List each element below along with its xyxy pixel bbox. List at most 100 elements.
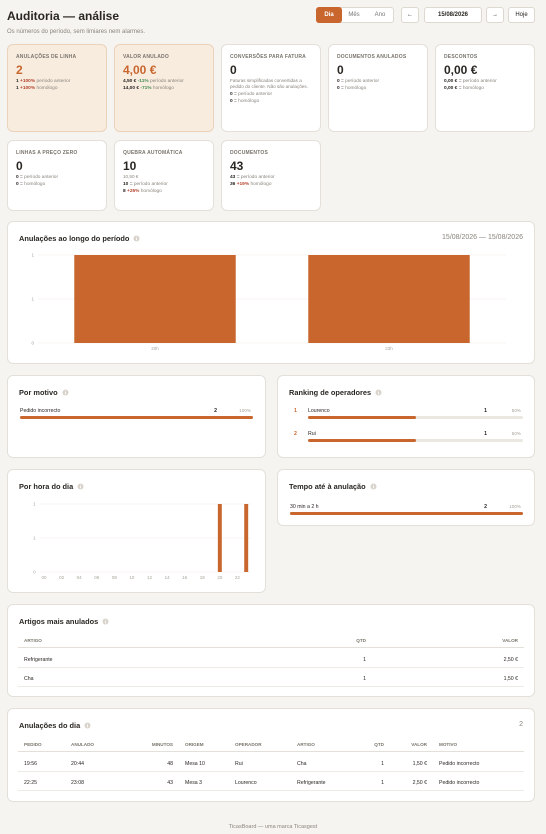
x-tick-label: 20 — [217, 575, 223, 580]
period-button[interactable]: Mês — [348, 12, 360, 18]
item-count: 1 — [484, 408, 487, 414]
comparison-label: homólogo — [36, 86, 58, 91]
column-header: ARTIGO — [297, 742, 315, 747]
section-title-text: Tempo até à anulação — [289, 482, 366, 491]
kpi-comparison: 1 +100% homólogo — [16, 86, 98, 91]
period-button[interactable]: Ano — [374, 12, 386, 18]
item-share: 100% — [239, 408, 251, 413]
table-cell: 1 — [363, 657, 366, 663]
kpi-comparison: 4,50 € -11% período anterior — [123, 79, 205, 84]
kpi-comparison: 0 = período anterior — [337, 79, 419, 84]
x-tick-label: 14 — [165, 575, 171, 580]
footer: TicasBoard — uma marca Ticasgest — [228, 824, 318, 830]
date-field[interactable]: 15/08/2026 — [424, 7, 482, 23]
table-cell: 48 — [167, 761, 173, 767]
table-cell: 1 — [381, 761, 384, 767]
item-label: Lourenco — [308, 408, 330, 414]
column-header: ORIGEM — [185, 742, 204, 747]
x-tick-label: 02 — [59, 575, 65, 580]
x-tick-label: 10 — [129, 575, 135, 580]
void-count: 2 — [519, 721, 523, 728]
kpi-value: 0 — [230, 63, 237, 77]
info-icon[interactable] — [375, 389, 382, 396]
x-tick-label: 23h — [385, 346, 393, 351]
section-title-text: Por hora do dia — [19, 482, 74, 491]
card: Tempo até à anulação 30 min a 2 h 2 100% — [277, 469, 535, 526]
card: Por motivo Pedido incorrecto 2 100% — [7, 375, 266, 458]
y-tick-label: 0 — [33, 570, 36, 575]
section-title: Artigos mais anulados — [19, 617, 109, 626]
item-count: 2 — [214, 408, 217, 414]
item-label: 30 min a 2 h — [290, 504, 319, 510]
bar — [217, 504, 222, 572]
table-cell: Pedido incorrecto — [439, 780, 480, 786]
card: DOCUMENTOS ANULADOS 0 0 = período anterior… — [328, 44, 428, 132]
column-header: VALOR — [411, 742, 427, 747]
kpi-comparison: 0 = homólogo — [16, 182, 98, 187]
next-button[interactable]: → — [486, 7, 504, 23]
prev-button[interactable]: ← — [401, 7, 419, 23]
card: DESCONTOS 0,00 €0,00 € = período anterior… — [435, 44, 535, 132]
comparison-value: 0,00 € — [444, 79, 458, 84]
kpi-label: DOCUMENTOS — [230, 150, 269, 156]
table-cell: 1 — [381, 780, 384, 786]
section-title: Anulações do dia — [19, 721, 91, 730]
table-cell: 1,50 € — [412, 761, 427, 767]
table-cell: 43 — [167, 780, 173, 786]
comparison-label: período anterior — [133, 182, 168, 187]
x-tick-label: 04 — [77, 575, 83, 580]
item-label: Pedido incorrecto — [20, 408, 61, 414]
comparison-delta: = — [129, 182, 133, 187]
x-tick-label: 22 — [235, 575, 241, 580]
item-label: Rui — [308, 431, 316, 437]
comparison-label: homólogo — [152, 86, 174, 91]
row-divider — [18, 790, 524, 791]
page-subtitle: Os números do período, sem limiares nem … — [7, 29, 146, 35]
table-cell: Cha — [24, 676, 34, 682]
table-cell: Refrigerante — [297, 780, 326, 786]
column-header: PEDIDO — [24, 742, 42, 747]
comparison-label: período anterior — [24, 175, 59, 180]
card: Ranking de operadores 1 Lourenco 1 50% 2 Rui 1 5… — [277, 375, 535, 458]
comparison-value: 0 — [16, 182, 19, 187]
info-icon[interactable] — [102, 618, 109, 625]
card: Por hora do dia 0 1 1 00 02 04 06 08 10 12 14 16 18 20… — [7, 469, 266, 593]
comparison-value: 0 — [230, 99, 233, 104]
comparison-label: homólogo — [462, 86, 484, 91]
info-icon[interactable] — [62, 389, 69, 396]
info-icon[interactable] — [77, 483, 84, 490]
kpi-value: 43 — [230, 159, 244, 173]
x-tick-label: 00 — [41, 575, 47, 580]
kpi-value: 0 — [16, 159, 23, 173]
kpi-note: Faturas simplificadas convertidas a pedi… — [230, 78, 308, 89]
table-cell: 19:56 — [24, 761, 37, 767]
info-icon[interactable] — [133, 235, 140, 242]
item-count: 1 — [484, 431, 487, 437]
table-cell: Mesa 3 — [185, 780, 203, 786]
card: DOCUMENTOS 43 43 = período anterior 36 +19%… — [221, 140, 321, 211]
kpi-label: LINHAS A PREÇO ZERO — [16, 150, 78, 156]
section-title: Por hora do dia — [19, 482, 84, 491]
column-header: OPERADOR — [235, 742, 262, 747]
info-icon[interactable] — [84, 722, 91, 729]
x-tick-label: 16 — [182, 575, 188, 580]
kpi-label: VALOR ANULADO — [123, 54, 169, 60]
rank: 2 — [294, 431, 297, 437]
column-header: QTD — [374, 742, 384, 747]
today-button[interactable]: Hoje — [508, 7, 535, 23]
column-header: QTD — [356, 638, 366, 643]
y-tick-label: 1 — [33, 502, 36, 507]
period-button[interactable]: Dia — [316, 7, 342, 23]
comparison-value: 0,00 € — [444, 86, 458, 91]
section-title-text: Artigos mais anulados — [19, 617, 99, 626]
y-tick-label: 0 — [31, 341, 34, 346]
x-tick-label: 18 — [200, 575, 206, 580]
chart: 0 1 1 00 02 04 06 08 10 12 14 16 18 20 22 — [33, 502, 251, 580]
info-icon[interactable] — [370, 483, 377, 490]
kpi-comparison: 0 = período anterior — [16, 175, 98, 180]
column-header: MOTIVO — [439, 742, 458, 747]
chart: 0 1 1 20h 23h — [31, 253, 506, 351]
kpi-comparison: 0 = período anterior — [230, 92, 312, 97]
column-header: ARTIGO — [24, 638, 42, 643]
